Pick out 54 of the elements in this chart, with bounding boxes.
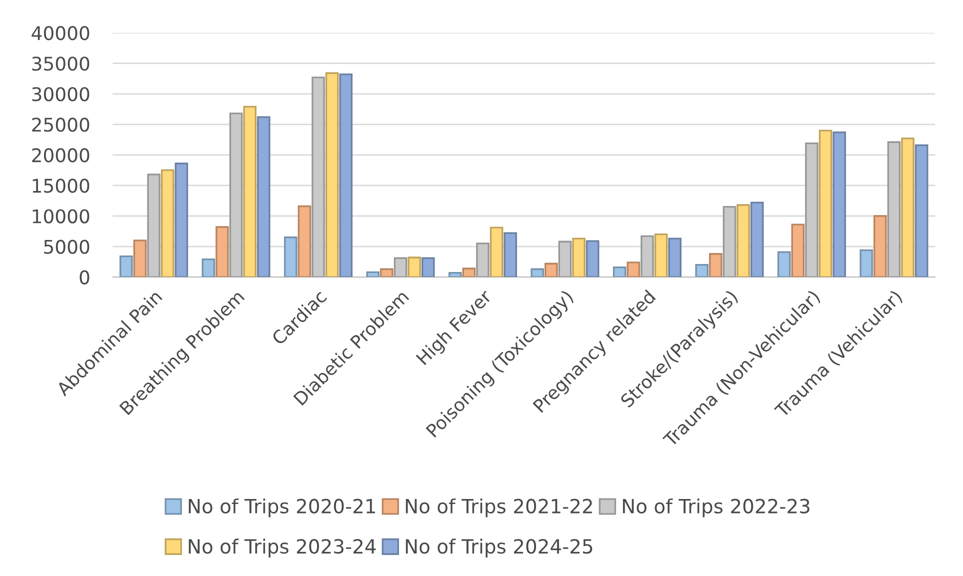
legend-label: No of Trips 2022-23	[622, 498, 810, 518]
bar	[818, 130, 832, 278]
legend-label: No of Trips 2024-25	[406, 538, 592, 558]
bar	[832, 132, 846, 278]
y-tick-label: 40000	[32, 26, 90, 40]
bar	[860, 249, 873, 278]
bar	[298, 205, 312, 278]
y-tick-label: 30000	[32, 87, 90, 102]
bar	[668, 238, 682, 278]
legend-label: No of Trips 2020-21	[188, 498, 375, 518]
y-tick-label: 35000	[32, 56, 90, 71]
bar	[586, 240, 600, 278]
bar	[914, 144, 928, 278]
bar	[339, 74, 353, 278]
bar	[709, 253, 722, 278]
bar	[284, 236, 298, 278]
bar	[544, 262, 558, 278]
legend-label: No of Trips 2023-24	[188, 538, 376, 558]
y-tick-label: 0	[80, 270, 90, 284]
bar	[408, 256, 421, 278]
y-tick-label: 20000	[32, 148, 90, 162]
bar	[626, 262, 640, 278]
y-tick-label: 10000	[32, 209, 90, 224]
bar	[572, 238, 586, 278]
bar	[202, 258, 216, 278]
bar	[257, 116, 270, 278]
bar	[901, 138, 914, 278]
bar	[777, 251, 791, 278]
bar	[133, 240, 147, 278]
legend-label: No of Trips 2021-22	[406, 498, 592, 518]
bar	[530, 268, 544, 278]
bar	[422, 257, 435, 278]
bar	[366, 271, 380, 278]
bar	[216, 226, 229, 278]
bar	[654, 233, 668, 278]
y-tick-label: 25000	[32, 118, 90, 132]
bar	[736, 204, 750, 278]
bar	[695, 264, 708, 278]
bar	[325, 72, 339, 278]
bar	[448, 272, 462, 278]
bar	[750, 202, 764, 278]
bar	[380, 268, 394, 278]
bar	[874, 215, 887, 278]
bar	[490, 226, 504, 278]
y-tick-label: 15000	[32, 178, 90, 193]
bar	[504, 232, 518, 278]
y-tick-label: 5000	[44, 240, 90, 254]
bar	[243, 106, 256, 278]
bar	[174, 162, 188, 278]
bar	[462, 268, 476, 278]
bar	[160, 169, 174, 278]
bar	[612, 266, 626, 278]
bar	[120, 255, 133, 278]
bar	[791, 224, 805, 278]
